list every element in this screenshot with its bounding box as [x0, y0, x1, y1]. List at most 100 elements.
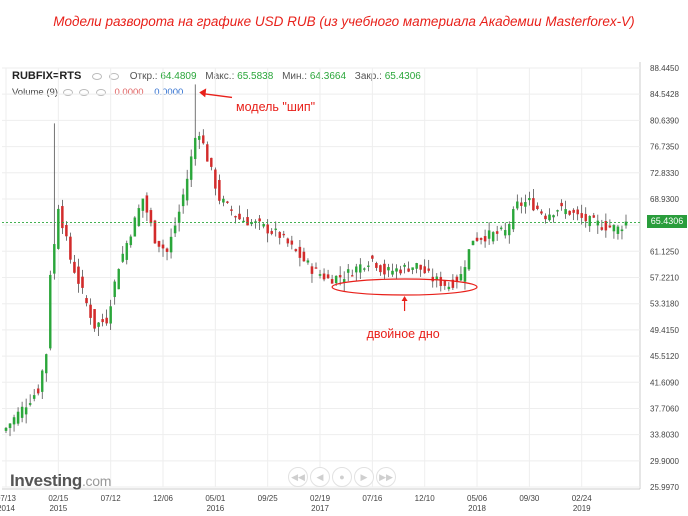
candle-body: [560, 202, 563, 207]
candle-body: [141, 198, 145, 211]
candle-body: [302, 251, 306, 262]
candle-body: [427, 268, 430, 271]
candle-body: [415, 262, 418, 269]
candle-body: [443, 280, 447, 286]
low-value: 64.3664: [309, 71, 347, 82]
x-tick-year: 2015: [49, 504, 67, 513]
candle-body: [28, 403, 32, 405]
y-tick-label: 49.4150: [650, 326, 679, 335]
candle-body: [65, 225, 68, 237]
chart-grid: [2, 62, 641, 490]
candle-body: [387, 267, 390, 271]
candle-body: [36, 388, 40, 394]
candle-body: [298, 246, 302, 258]
candle-body: [202, 135, 205, 144]
spike-annotation: модель "шип": [236, 100, 316, 114]
candle-body: [40, 370, 44, 392]
candle-body: [45, 354, 48, 374]
close-icon[interactable]: [95, 88, 106, 96]
candle-body: [145, 195, 149, 213]
candle-body: [286, 238, 290, 244]
close-value: 65.4306: [384, 71, 421, 82]
candle-body: [588, 215, 592, 227]
candle-body: [97, 322, 100, 327]
candle-body: [214, 169, 217, 189]
candle-body: [105, 317, 108, 324]
candle-body: [399, 269, 402, 274]
candle-body: [53, 244, 56, 274]
candle-body: [544, 215, 547, 220]
candle-body: [403, 264, 406, 267]
symbol-name[interactable]: RUBFIX=RTS: [12, 70, 82, 82]
y-tick-label: 80.6390: [650, 116, 679, 125]
fast-forward-button[interactable]: ▶▶: [376, 467, 396, 487]
candle-body: [318, 274, 322, 276]
candle-body: [165, 248, 169, 252]
candle-body: [600, 227, 604, 230]
x-tick-label: 12/10: [415, 494, 436, 503]
candle-body: [290, 240, 294, 245]
candle-body: [350, 275, 354, 277]
volume-value-red: 0.0000: [114, 87, 144, 98]
forward-button[interactable]: ▶: [354, 467, 374, 487]
candle-body: [407, 268, 410, 272]
candle-body: [584, 213, 587, 222]
annotations-layer: [2, 88, 640, 312]
candle-body: [516, 201, 519, 209]
candle-body: [12, 417, 16, 425]
candle-body: [338, 275, 342, 278]
y-tick-label: 68.9300: [650, 195, 679, 204]
candle-body: [222, 198, 225, 203]
candle-body: [334, 275, 338, 284]
candle-body: [423, 266, 426, 274]
eye-icon[interactable]: [62, 88, 73, 96]
candle-body: [125, 243, 129, 260]
back-button[interactable]: ◀: [310, 467, 330, 487]
candle-body: [181, 194, 185, 207]
candle-body: [616, 226, 620, 234]
volume-header: Volume (9) 0.0000 0.0000: [12, 87, 183, 98]
x-tick-year: 2018: [468, 504, 486, 513]
candle-body: [503, 229, 507, 236]
candle-body: [532, 198, 535, 211]
candle-body: [246, 217, 249, 226]
candle-body: [528, 198, 531, 201]
candle-body: [612, 225, 616, 232]
chart-navigation: ◀◀ ◀ ● ▶ ▶▶: [288, 467, 396, 487]
double-bottom-ellipse: [331, 278, 478, 296]
high-label: Макс.:: [205, 71, 235, 82]
candle-body: [459, 274, 463, 281]
candle-body: [463, 267, 467, 282]
y-tick-label: 37.7060: [650, 404, 679, 413]
x-tick-year: 2017: [311, 504, 329, 513]
candle-body: [189, 156, 193, 180]
candle-body: [294, 249, 298, 252]
candle-body: [495, 231, 499, 234]
candle-body: [149, 210, 153, 224]
candle-body: [572, 209, 575, 213]
candle-body: [499, 227, 503, 230]
eye-icon[interactable]: [92, 72, 103, 80]
reset-button[interactable]: ●: [332, 467, 352, 487]
current-price-tag: 65.4306: [647, 215, 687, 229]
candle-body: [57, 208, 60, 249]
y-tick-label: 61.1250: [650, 247, 679, 256]
candle-body: [371, 255, 374, 259]
candle-body: [206, 144, 209, 162]
y-tick-label: 41.6090: [650, 378, 679, 387]
candle-body: [32, 395, 36, 399]
candle-body: [475, 237, 479, 241]
candle-body: [121, 253, 125, 262]
candle-body: [363, 268, 366, 270]
spike-arrowhead: [199, 88, 207, 98]
settings-icon[interactable]: [108, 72, 119, 80]
low-label: Мин.:: [282, 71, 308, 82]
rewind-button[interactable]: ◀◀: [288, 467, 308, 487]
candle-body: [540, 211, 543, 214]
candle-body: [210, 157, 213, 167]
candle-body: [161, 244, 165, 249]
double-bottom-arrowhead: [401, 296, 408, 302]
settings-icon[interactable]: [79, 88, 90, 96]
candle-body: [310, 266, 314, 274]
